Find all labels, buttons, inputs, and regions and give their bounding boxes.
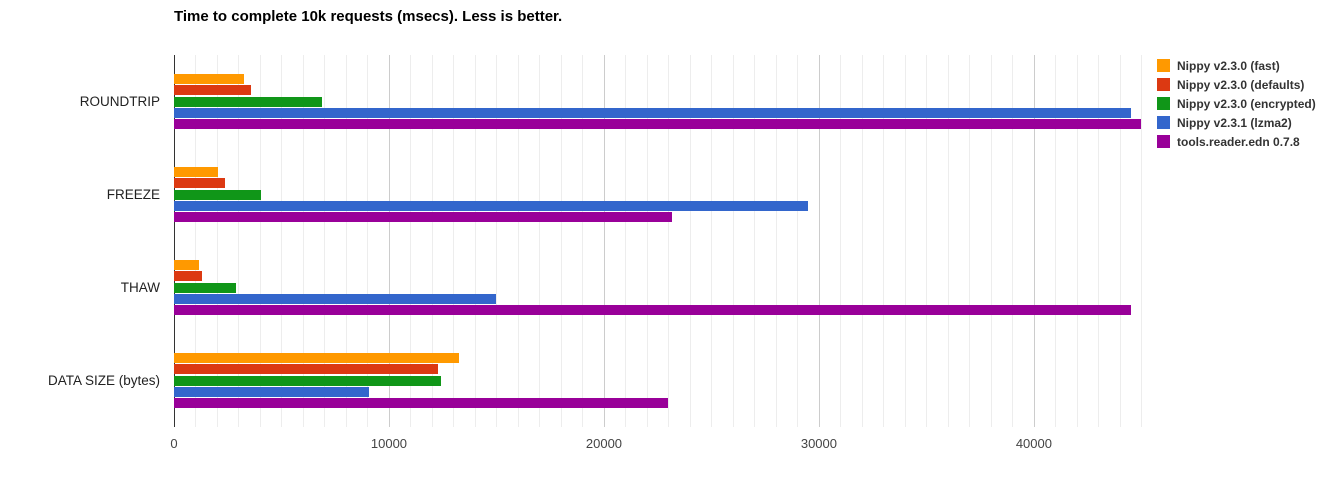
category-label: DATA SIZE (bytes) bbox=[47, 372, 160, 388]
gridline bbox=[259, 55, 261, 427]
bar[interactable] bbox=[174, 282, 237, 293]
gridline bbox=[990, 55, 992, 427]
gridline bbox=[345, 55, 347, 427]
gridline bbox=[410, 55, 412, 427]
bar[interactable] bbox=[174, 364, 439, 375]
gridline bbox=[625, 55, 627, 427]
legend-swatch-icon bbox=[1157, 78, 1170, 91]
bar[interactable] bbox=[174, 119, 1142, 129]
gridline bbox=[496, 55, 498, 427]
bar[interactable] bbox=[174, 293, 497, 304]
legend: Nippy v2.3.0 (fast) Nippy v2.3.0 (default… bbox=[1157, 56, 1316, 151]
gridline bbox=[947, 55, 949, 427]
legend-item: Nippy v2.3.0 (defaults) bbox=[1157, 75, 1316, 94]
gridline bbox=[216, 55, 218, 427]
gridline bbox=[367, 55, 369, 427]
bar[interactable] bbox=[174, 178, 225, 189]
bar[interactable] bbox=[174, 74, 244, 84]
x-tick-label: 0 bbox=[170, 436, 178, 451]
gridline bbox=[775, 55, 777, 427]
legend-label: Nippy v2.3.1 (lzma2) bbox=[1177, 115, 1292, 130]
bar[interactable] bbox=[174, 167, 219, 177]
gridline bbox=[926, 55, 928, 427]
legend-swatch-icon bbox=[1157, 135, 1170, 148]
gridline bbox=[904, 55, 906, 427]
plot-area bbox=[174, 55, 1150, 427]
gridline bbox=[517, 55, 519, 427]
gridline bbox=[711, 55, 713, 427]
gridline bbox=[539, 55, 541, 427]
gridline bbox=[797, 55, 799, 427]
bar[interactable] bbox=[174, 398, 669, 408]
x-tick-label: 30000 bbox=[800, 436, 837, 451]
category-label: THAW bbox=[120, 279, 160, 295]
bar[interactable] bbox=[174, 189, 262, 200]
bar[interactable] bbox=[174, 200, 809, 211]
bar[interactable] bbox=[174, 96, 323, 107]
x-tick-label: 10000 bbox=[370, 436, 408, 451]
gridline bbox=[1076, 55, 1078, 427]
legend-label: tools.reader.edn 0.7.8 bbox=[1177, 134, 1300, 149]
gridline bbox=[238, 55, 240, 427]
gridline bbox=[1033, 55, 1035, 427]
gridline bbox=[603, 55, 605, 427]
bar[interactable] bbox=[174, 107, 1131, 118]
gridline bbox=[302, 55, 304, 427]
gridline bbox=[195, 55, 197, 427]
gridline bbox=[818, 55, 820, 427]
bar[interactable] bbox=[174, 353, 459, 363]
x-tick-label: 20000 bbox=[585, 436, 623, 451]
legend-swatch-icon bbox=[1157, 116, 1170, 129]
gridline bbox=[1012, 55, 1014, 427]
gridline bbox=[754, 55, 756, 427]
chart-title: Time to complete 10k requests (msecs). L… bbox=[174, 8, 563, 25]
gridline bbox=[1119, 55, 1121, 427]
gridline bbox=[474, 55, 476, 427]
x-tick-label: 40000 bbox=[1015, 436, 1052, 451]
bar[interactable] bbox=[174, 305, 1131, 315]
bar[interactable] bbox=[174, 271, 202, 282]
axis-line bbox=[174, 55, 175, 427]
gridline bbox=[324, 55, 326, 427]
gridline bbox=[840, 55, 842, 427]
legend-label: Nippy v2.3.0 (defaults) bbox=[1177, 77, 1305, 92]
gridline bbox=[431, 55, 433, 427]
legend-item: tools.reader.edn 0.7.8 bbox=[1157, 132, 1316, 151]
gridline bbox=[732, 55, 734, 427]
category-label: FREEZE bbox=[106, 186, 160, 202]
gridline bbox=[689, 55, 691, 427]
legend-item: Nippy v2.3.1 (lzma2) bbox=[1157, 113, 1316, 132]
gridline bbox=[560, 55, 562, 427]
gridline bbox=[281, 55, 283, 427]
gridline bbox=[1055, 55, 1057, 427]
legend-swatch-icon bbox=[1157, 97, 1170, 110]
legend-label: Nippy v2.3.0 (encrypted) bbox=[1177, 96, 1316, 111]
gridline bbox=[883, 55, 885, 427]
gridline bbox=[969, 55, 971, 427]
category-label: ROUNDTRIP bbox=[79, 93, 160, 109]
legend-item: Nippy v2.3.0 (fast) bbox=[1157, 56, 1316, 75]
bar[interactable] bbox=[174, 386, 369, 397]
bar[interactable] bbox=[174, 85, 252, 96]
gridline bbox=[453, 55, 455, 427]
gridline bbox=[1141, 55, 1143, 427]
gridline bbox=[668, 55, 670, 427]
bar[interactable] bbox=[174, 212, 672, 222]
gridline bbox=[1098, 55, 1100, 427]
gridline bbox=[388, 55, 390, 427]
legend-item: Nippy v2.3.0 (encrypted) bbox=[1157, 94, 1316, 113]
legend-label: Nippy v2.3.0 (fast) bbox=[1177, 58, 1280, 73]
gridline bbox=[861, 55, 863, 427]
gridline bbox=[582, 55, 584, 427]
bar[interactable] bbox=[174, 375, 441, 386]
legend-swatch-icon bbox=[1157, 59, 1170, 72]
bar[interactable] bbox=[174, 260, 199, 270]
gridline bbox=[646, 55, 648, 427]
